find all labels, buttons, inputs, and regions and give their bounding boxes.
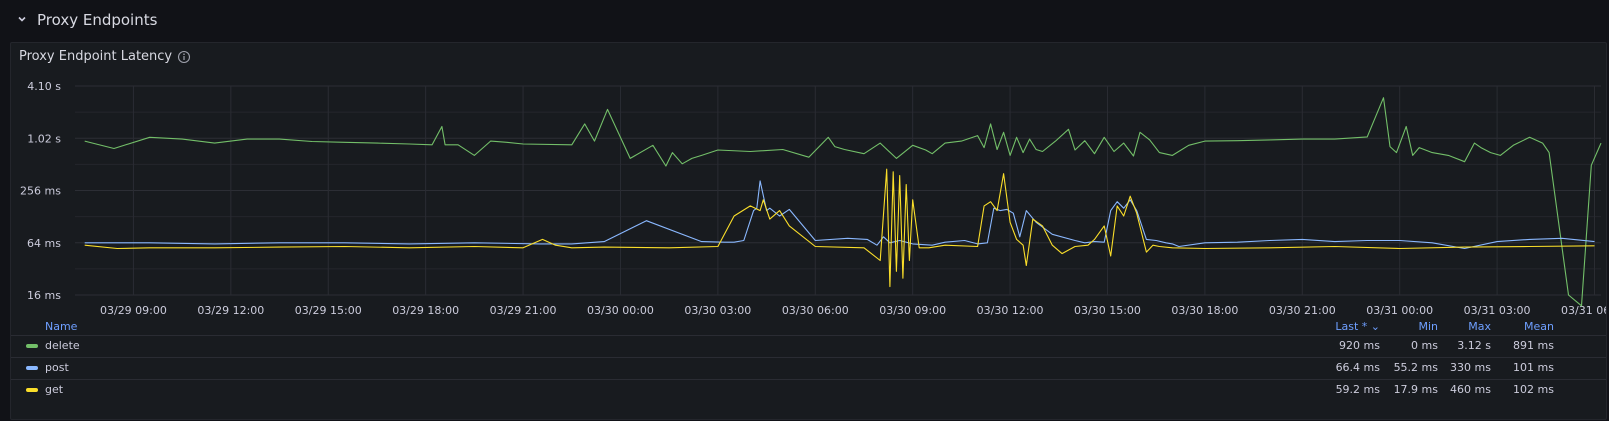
series-color-swatch[interactable] <box>26 344 38 348</box>
series-last: 920 ms <box>1339 339 1380 352</box>
series-mean: 891 ms <box>1513 339 1554 352</box>
legend-col-mean[interactable]: Mean <box>1524 320 1554 333</box>
series-last: 66.4 ms <box>1335 361 1380 374</box>
x-tick-label: 03/30 12:00 <box>977 304 1044 315</box>
chevron-down-icon[interactable] <box>17 14 27 24</box>
x-tick-label: 03/30 06:00 <box>782 304 849 315</box>
x-tick-label: 03/29 18:00 <box>392 304 459 315</box>
x-tick-label: 03/29 21:00 <box>490 304 557 315</box>
x-tick-label: 03/30 03:00 <box>684 304 751 315</box>
x-tick-label: 03/29 09:00 <box>100 304 167 315</box>
legend-header: Name Last * ⌄ Min Max Mean <box>11 317 1606 335</box>
series-line-delete[interactable] <box>84 97 1602 307</box>
x-tick-label: 03/30 21:00 <box>1269 304 1336 315</box>
panel-title: Proxy Endpoint Latency <box>19 49 173 64</box>
x-tick-label: 03/29 15:00 <box>295 304 362 315</box>
series-max: 460 ms <box>1450 383 1491 396</box>
y-tick-label: 4.10 s <box>27 80 61 93</box>
series-max: 330 ms <box>1450 361 1491 374</box>
x-tick-label: 03/31 00:00 <box>1366 304 1433 315</box>
series-max: 3.12 s <box>1457 339 1491 352</box>
x-tick-label: 03/31 06:00 <box>1561 304 1606 315</box>
latency-chart[interactable]: 4.10 s 1.02 s 256 ms 64 ms 16 ms 03/29 09:00 0… <box>11 43 1606 315</box>
legend-col-min[interactable]: Min <box>1418 320 1438 333</box>
series-min: 55.2 ms <box>1393 361 1438 374</box>
legend-col-max[interactable]: Max <box>1468 320 1491 333</box>
legend-row-delete[interactable]: delete 920 ms 0 ms 3.12 s 891 ms <box>11 335 1606 357</box>
series-name: delete <box>45 339 80 352</box>
series-line-get[interactable] <box>84 168 1595 288</box>
y-tick-label: 16 ms <box>27 289 61 302</box>
x-tick-label: 03/29 12:00 <box>197 304 264 315</box>
series-color-swatch[interactable] <box>26 388 38 392</box>
series-min: 0 ms <box>1411 339 1438 352</box>
series-min: 17.9 ms <box>1393 383 1438 396</box>
series-name: get <box>45 383 64 396</box>
series-line-post[interactable] <box>84 180 1595 250</box>
y-tick-label: 256 ms <box>20 185 61 198</box>
x-tick-label: 03/30 00:00 <box>587 304 654 315</box>
row-title: Proxy Endpoints <box>37 11 158 29</box>
series-last: 59.2 ms <box>1335 383 1380 396</box>
series-name: post <box>45 361 69 374</box>
info-icon[interactable] <box>177 50 191 64</box>
x-tick-label: 03/31 03:00 <box>1464 304 1531 315</box>
y-tick-label: 1.02 s <box>27 132 61 145</box>
latency-panel: Proxy Endpoint Latency 4.10 s 1.02 s 256 m… <box>10 42 1607 420</box>
legend-row-get[interactable]: get 59.2 ms 17.9 ms 460 ms 102 ms <box>11 379 1606 401</box>
x-tick-label: 03/30 15:00 <box>1074 304 1141 315</box>
legend-row-post[interactable]: post 66.4 ms 55.2 ms 330 ms 101 ms <box>11 357 1606 379</box>
legend-col-name[interactable]: Name <box>45 320 78 333</box>
x-tick-label: 03/30 18:00 <box>1171 304 1238 315</box>
x-tick-label: 03/30 09:00 <box>879 304 946 315</box>
legend-col-last[interactable]: Last * ⌄ <box>1335 320 1380 333</box>
y-tick-label: 64 ms <box>27 237 61 250</box>
series-mean: 102 ms <box>1513 383 1554 396</box>
row-header[interactable]: Proxy Endpoints <box>0 0 1609 42</box>
series-mean: 101 ms <box>1513 361 1554 374</box>
series-color-swatch[interactable] <box>26 366 38 370</box>
